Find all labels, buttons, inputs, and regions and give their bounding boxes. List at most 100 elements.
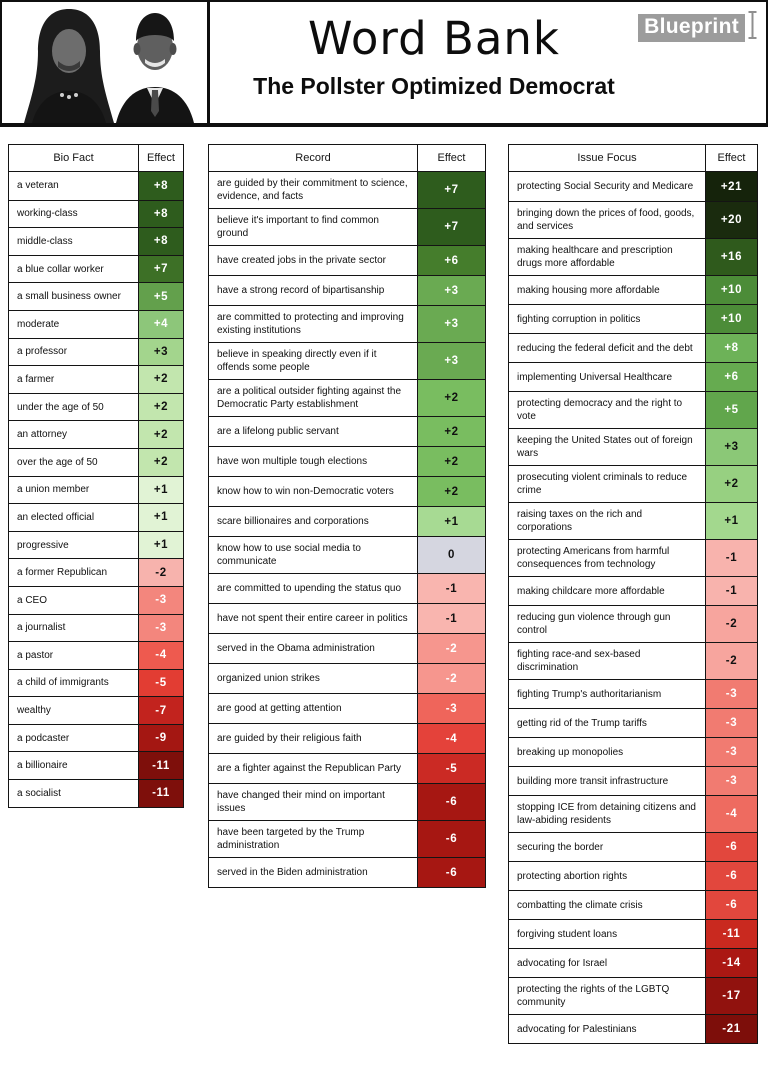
row-label: are guided by their religious faith [209, 724, 418, 753]
row-label: a professor [9, 338, 139, 366]
row-label: forgiving student loans [509, 920, 706, 948]
effect-value: -14 [706, 949, 757, 977]
table-row: are a lifelong public servant +2 [209, 416, 485, 446]
row-label: making housing more affordable [509, 276, 706, 304]
column-header-effect: Effect [717, 152, 746, 164]
effect-value: +3 [706, 429, 757, 465]
effect-value: +2 [418, 477, 485, 506]
table-row: a billionaire -11 [9, 751, 183, 780]
table-row: advocating for Palestinians -21 [509, 1014, 757, 1043]
brand-badge: Blueprint [638, 10, 758, 45]
issue-focus-table: Issue Focus Effect protecting Social Sec… [508, 144, 758, 1044]
table-row: organized union strikes -2 [209, 663, 485, 693]
row-label: know how to use social media to communic… [209, 537, 418, 573]
table-row: a CEO -3 [9, 585, 183, 614]
effect-value: -3 [418, 694, 485, 723]
row-label: a blue collar worker [9, 255, 139, 283]
row-label: a veteran [9, 172, 139, 200]
table-row: protecting Social Security and Medicare +… [509, 172, 757, 201]
table-row: over the age of 50 +2 [9, 447, 183, 476]
table-row: stopping ICE from detaining citizens and… [509, 795, 757, 832]
title-block: Word Bank The Pollster Optimized Democra… [214, 12, 654, 100]
effect-value: +6 [706, 363, 757, 391]
effect-value: +1 [706, 503, 757, 539]
row-label: prosecuting violent criminals to reduce … [509, 466, 706, 502]
table-row: are a political outsider fighting agains… [209, 379, 485, 416]
table-row: advocating for Israel -14 [509, 948, 757, 977]
effect-value: -21 [706, 1015, 757, 1043]
row-label: know how to win non-Democratic voters [209, 477, 418, 506]
row-label: implementing Universal Healthcare [509, 363, 706, 391]
table-row: protecting Americans from harmful conseq… [509, 539, 757, 576]
table-row: under the age of 50 +2 [9, 392, 183, 421]
table-row: scare billionaires and corporations +1 [209, 506, 485, 536]
effect-value: -2 [706, 606, 757, 642]
effect-value: +3 [418, 306, 485, 342]
table-row: have a strong record of bipartisanship +3 [209, 275, 485, 305]
table-row: are good at getting attention -3 [209, 693, 485, 723]
column-header-bio-fact: Bio Fact [9, 145, 139, 171]
effect-value: 0 [418, 537, 485, 573]
row-label: middle-class [9, 228, 139, 255]
header: Word Bank The Pollster Optimized Democra… [0, 0, 768, 123]
table-row: protecting abortion rights -6 [509, 861, 757, 890]
table-row: believe in speaking directly even if it … [209, 342, 485, 379]
row-label: have won multiple tough elections [209, 447, 418, 476]
row-label: an elected official [9, 504, 139, 531]
row-label: are committed to protecting and improvin… [209, 306, 418, 342]
table-row: have changed their mind on important iss… [209, 783, 485, 820]
effect-value: +21 [706, 172, 757, 201]
row-label: moderate [9, 310, 139, 338]
bio-fact-table-body: a veteran +8 working-class +8 middle-class +8… [9, 172, 183, 807]
row-label: a farmer [9, 366, 139, 393]
effect-value: -11 [139, 752, 183, 780]
column-header-record: Record [209, 145, 418, 171]
effect-value: -4 [139, 642, 183, 669]
row-label: protecting democracy and the right to vo… [509, 392, 706, 428]
table-row: know how to win non-Democratic voters +2 [209, 476, 485, 506]
row-label: a billionaire [9, 752, 139, 780]
table-row: have won multiple tough elections +2 [209, 446, 485, 476]
row-label: securing the border [509, 833, 706, 861]
effect-value: +4 [139, 310, 183, 338]
row-label: keeping the United States out of foreign… [509, 429, 706, 465]
table-row: working-class +8 [9, 199, 183, 228]
row-label: are a political outsider fighting agains… [209, 380, 418, 416]
row-label: served in the Biden administration [209, 858, 418, 887]
row-label: a small business owner [9, 283, 139, 310]
row-label: are committed to upending the status quo [209, 574, 418, 603]
effect-value: -2 [706, 643, 757, 679]
table-row: middle-class +8 [9, 227, 183, 255]
row-label: over the age of 50 [9, 448, 139, 476]
effect-value: +2 [418, 447, 485, 476]
row-label: a CEO [9, 586, 139, 614]
row-label: a podcaster [9, 724, 139, 752]
table-row: keeping the United States out of foreign… [509, 428, 757, 465]
page-title: Word Bank [308, 12, 560, 65]
column-header-issue-focus: Issue Focus [509, 145, 706, 171]
row-label: wealthy [9, 697, 139, 724]
effect-value: +2 [706, 466, 757, 502]
effect-value: -3 [139, 614, 183, 642]
kamala-harris-portrait [24, 9, 114, 123]
row-label: served in the Obama administration [209, 634, 418, 663]
effect-value: -6 [706, 891, 757, 919]
row-label: a pastor [9, 642, 139, 669]
record-table-header: Record Effect [209, 145, 485, 172]
table-row: served in the Obama administration -2 [209, 633, 485, 663]
table-row: a child of immigrants -5 [9, 668, 183, 697]
effect-value: +2 [139, 448, 183, 476]
effect-value: -9 [139, 724, 183, 752]
effect-value: +16 [706, 239, 757, 275]
text-cursor-icon [747, 10, 758, 45]
effect-value: +2 [139, 366, 183, 393]
table-row: know how to use social media to communic… [209, 536, 485, 573]
row-label: a journalist [9, 614, 139, 642]
row-label: getting rid of the Trump tariffs [509, 709, 706, 737]
effect-value: -6 [418, 784, 485, 820]
table-row: an attorney +2 [9, 420, 183, 448]
effect-value: +3 [418, 276, 485, 305]
effect-value: +3 [139, 338, 183, 366]
bio-fact-table-header: Bio Fact Effect [9, 145, 183, 172]
